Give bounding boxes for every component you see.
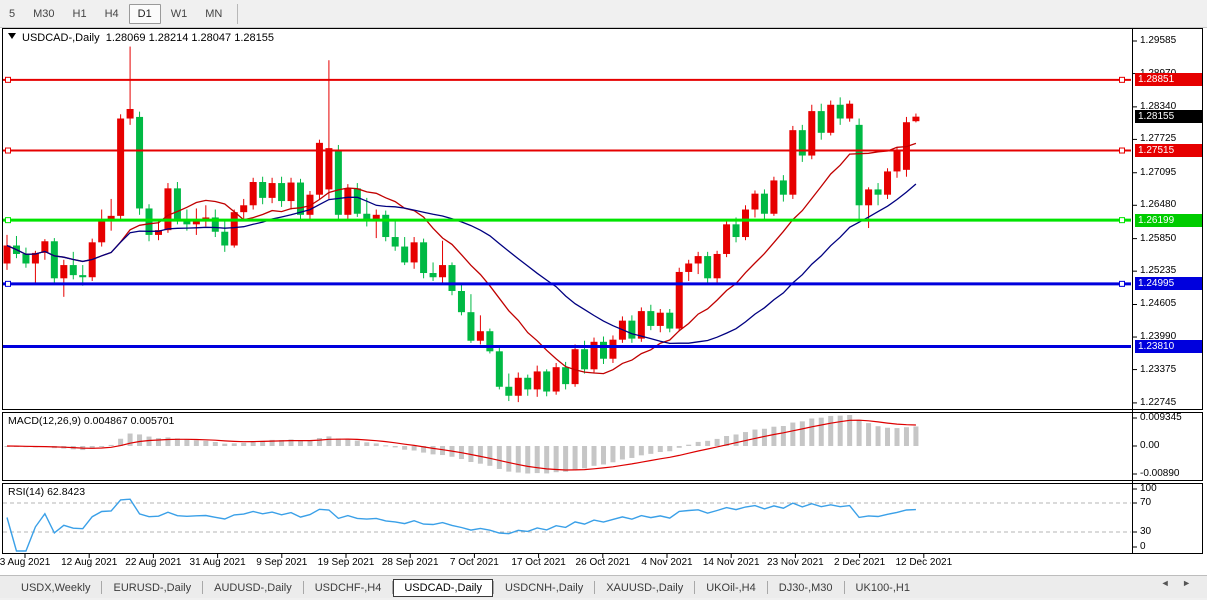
- timeframe-button-h1[interactable]: H1: [72, 7, 87, 20]
- price-axis-tick: 1.27725: [1140, 133, 1177, 145]
- tab-usdcad-daily[interactable]: USDCAD-,Daily: [393, 578, 493, 597]
- timeframe-toolbar: 5 M30 H1 H4 D1 W1 MN: [0, 0, 1207, 28]
- price-badge-1.28851: 1.28851: [1135, 73, 1202, 87]
- rsi-axis-tick: 30: [1140, 526, 1152, 537]
- macd-label: MACD(12,26,9) 0.004867 0.005701: [8, 415, 175, 427]
- price-badge-1.27515: 1.27515: [1135, 144, 1202, 158]
- price-axis-tick: 1.22745: [1140, 396, 1177, 408]
- price-axis-tick: 1.27095: [1140, 166, 1177, 178]
- tab-dj30-m30[interactable]: DJ30-,M30: [778, 581, 833, 594]
- rsi-panel[interactable]: [2, 483, 1203, 554]
- price-badge-1.24995: 1.24995: [1135, 277, 1202, 291]
- price-axis-tick: 1.29585: [1140, 35, 1177, 46]
- timeframe-button-mn[interactable]: MN: [205, 7, 223, 20]
- chart-title-ohlc: 1.28069 1.28214 1.28047 1.28155: [105, 32, 274, 44]
- date-axis-label: 23 Nov 2021: [767, 557, 824, 568]
- price-axis-tick: 1.26480: [1140, 199, 1177, 211]
- tab-xauusd-daily[interactable]: XAUUSD-,Daily: [606, 581, 684, 594]
- tab-separator: [694, 581, 696, 594]
- tab-separator: [766, 581, 768, 594]
- date-axis-label: 9 Sep 2021: [256, 557, 308, 568]
- macd-panel[interactable]: [2, 412, 1203, 481]
- tab-usdcnh-daily[interactable]: USDCNH-,Daily: [504, 581, 584, 594]
- chart-title-symbol: USDCAD-,Daily: [22, 32, 100, 44]
- rsi-label: RSI(14) 62.8423: [8, 486, 86, 498]
- tab-scroll-right-button[interactable]: ►: [1182, 578, 1191, 588]
- date-axis-label: 17 Oct 2021: [511, 557, 566, 568]
- toolbar-separator: [237, 3, 239, 24]
- tab-separator: [392, 581, 394, 594]
- tab-separator: [843, 581, 845, 594]
- date-axis-label: 4 Nov 2021: [641, 557, 693, 568]
- macd-axis-tick: 0.00: [1140, 440, 1160, 451]
- price-chart-panel[interactable]: [2, 28, 1203, 410]
- tab-separator: [202, 581, 204, 594]
- date-axis-label: 22 Aug 2021: [125, 557, 182, 568]
- price-axis-line: [1132, 28, 1133, 554]
- price-badge-1.28155: 1.28155: [1135, 110, 1202, 124]
- tab-scroll-arrows: ◄ ►: [1151, 578, 1191, 588]
- date-axis-label: 7 Oct 2021: [449, 557, 499, 568]
- price-axis-tick: 1.23990: [1140, 331, 1177, 343]
- price-axis-tick: 1.25850: [1140, 232, 1177, 244]
- price-axis-tick: 1.25235: [1140, 265, 1177, 277]
- date-axis-label: 26 Oct 2021: [575, 557, 631, 568]
- rsi-axis-tick: 100: [1140, 483, 1157, 494]
- rsi-axis-tick: 70: [1140, 497, 1152, 508]
- date-axis-label: 19 Sep 2021: [317, 557, 375, 568]
- tab-separator: [594, 581, 596, 594]
- price-axis-tick: 1.24605: [1140, 298, 1177, 310]
- price-badge-1.26199: 1.26199: [1135, 213, 1202, 227]
- timeframe-button-w1[interactable]: W1: [170, 7, 188, 20]
- price-axis-tick: 1.23375: [1140, 363, 1177, 375]
- chart-title: USDCAD-,Daily 1.28069 1.28214 1.28047 1.…: [22, 32, 274, 44]
- macd-axis-tick: 0.009345: [1140, 412, 1182, 423]
- price-badge-1.23810: 1.23810: [1135, 340, 1202, 354]
- symbol-dropdown-icon[interactable]: [8, 33, 16, 39]
- date-axis-label: 12 Aug 2021: [61, 557, 118, 568]
- timeframe-button-h4[interactable]: H4: [104, 7, 119, 20]
- date-axis-label: 31 Aug 2021: [189, 557, 246, 568]
- date-axis-label: 28 Sep 2021: [381, 557, 439, 568]
- tab-eurusd-daily[interactable]: EURUSD-,Daily: [113, 581, 192, 594]
- rsi-axis-tick: 0: [1140, 541, 1146, 552]
- date-axis-label: 3 Aug 2021: [0, 557, 51, 568]
- price-axis-tick: 1.28340: [1140, 100, 1177, 112]
- tab-audusd-daily[interactable]: AUDUSD-,Daily: [214, 581, 292, 594]
- tab-separator: [101, 581, 103, 594]
- timeframe-button-m30[interactable]: M30: [33, 7, 55, 20]
- timeframe-button-5[interactable]: 5: [9, 7, 16, 20]
- bottom-strip: [0, 598, 1207, 600]
- tab-ukoil-h4[interactable]: UKOil-,H4: [706, 581, 756, 594]
- tab-usdchf-h4[interactable]: USDCHF-,H4: [314, 581, 382, 594]
- date-axis-label: 12 Dec 2021: [895, 557, 953, 568]
- symbol-tab-bar: USDX,Weekly EURUSD-,Daily AUDUSD-,Daily USD…: [0, 575, 1207, 599]
- tab-separator: [302, 581, 304, 594]
- date-axis-label: 2 Dec 2021: [834, 557, 886, 568]
- price-axis-tick: 1.28970: [1140, 68, 1176, 79]
- macd-axis-tick: -0.00890: [1140, 468, 1180, 479]
- tab-usdx-weekly[interactable]: USDX,Weekly: [21, 581, 91, 594]
- tab-scroll-left-button[interactable]: ◄: [1160, 578, 1170, 588]
- date-axis-label: 14 Nov 2021: [702, 557, 760, 568]
- timeframe-button-d1[interactable]: D1: [128, 3, 161, 24]
- tab-separator: [492, 581, 494, 594]
- tab-uk100-h1[interactable]: UK100-,H1: [855, 581, 910, 594]
